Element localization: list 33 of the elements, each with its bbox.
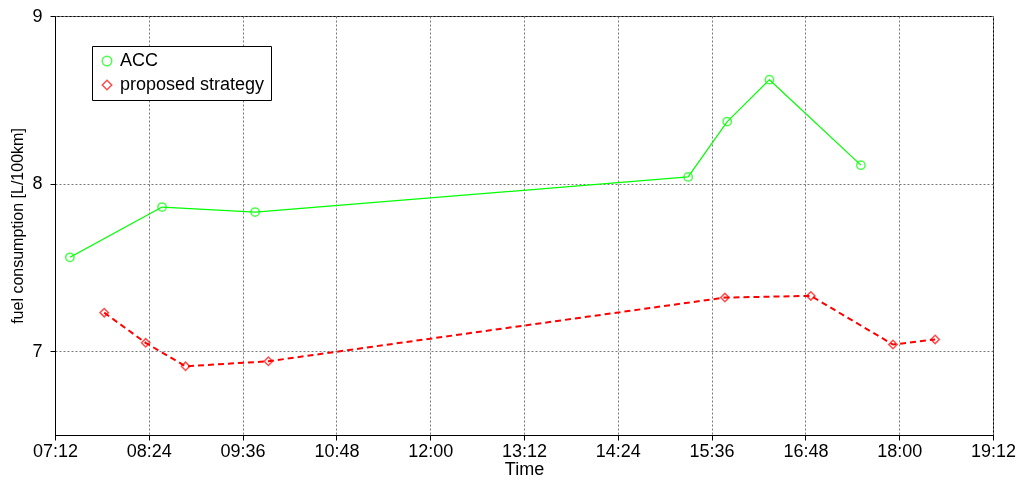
x-tick-label: 07:12 <box>32 440 79 461</box>
x-tick-label: 12:00 <box>408 440 454 461</box>
y-tick-label: 7 <box>32 340 43 361</box>
x-tick-label: 15:36 <box>689 440 735 461</box>
point <box>888 339 898 350</box>
point <box>930 334 941 345</box>
point <box>683 171 694 182</box>
y-tick-label: 8 <box>32 173 43 194</box>
x-axis-title: Time <box>504 458 545 479</box>
point <box>140 337 151 348</box>
point <box>805 290 816 301</box>
point <box>719 292 730 303</box>
x-tick-label: 19:12 <box>970 440 1017 461</box>
point <box>263 356 274 367</box>
y-axis-title: fuel consumption [L/100km] <box>9 128 27 324</box>
legend-label: ACC <box>120 50 159 70</box>
x-tick-label: 08:24 <box>126 440 172 461</box>
x-tick-label: 09:36 <box>220 440 266 461</box>
x-tick-label: 14:24 <box>595 440 641 461</box>
point <box>64 252 75 263</box>
point <box>855 160 866 171</box>
point <box>99 307 110 318</box>
point <box>764 74 775 85</box>
legend-label: proposed strategy <box>120 74 265 94</box>
y-tick-label: 9 <box>32 5 43 26</box>
x-tick-label: 16:48 <box>783 440 829 461</box>
point <box>250 207 261 218</box>
x-tick-label: 13:12 <box>501 440 548 461</box>
x-tick-label: 18:00 <box>877 440 923 461</box>
point <box>157 202 168 212</box>
x-tick-label: 10:48 <box>314 440 360 461</box>
point <box>180 361 191 372</box>
point <box>722 116 733 127</box>
